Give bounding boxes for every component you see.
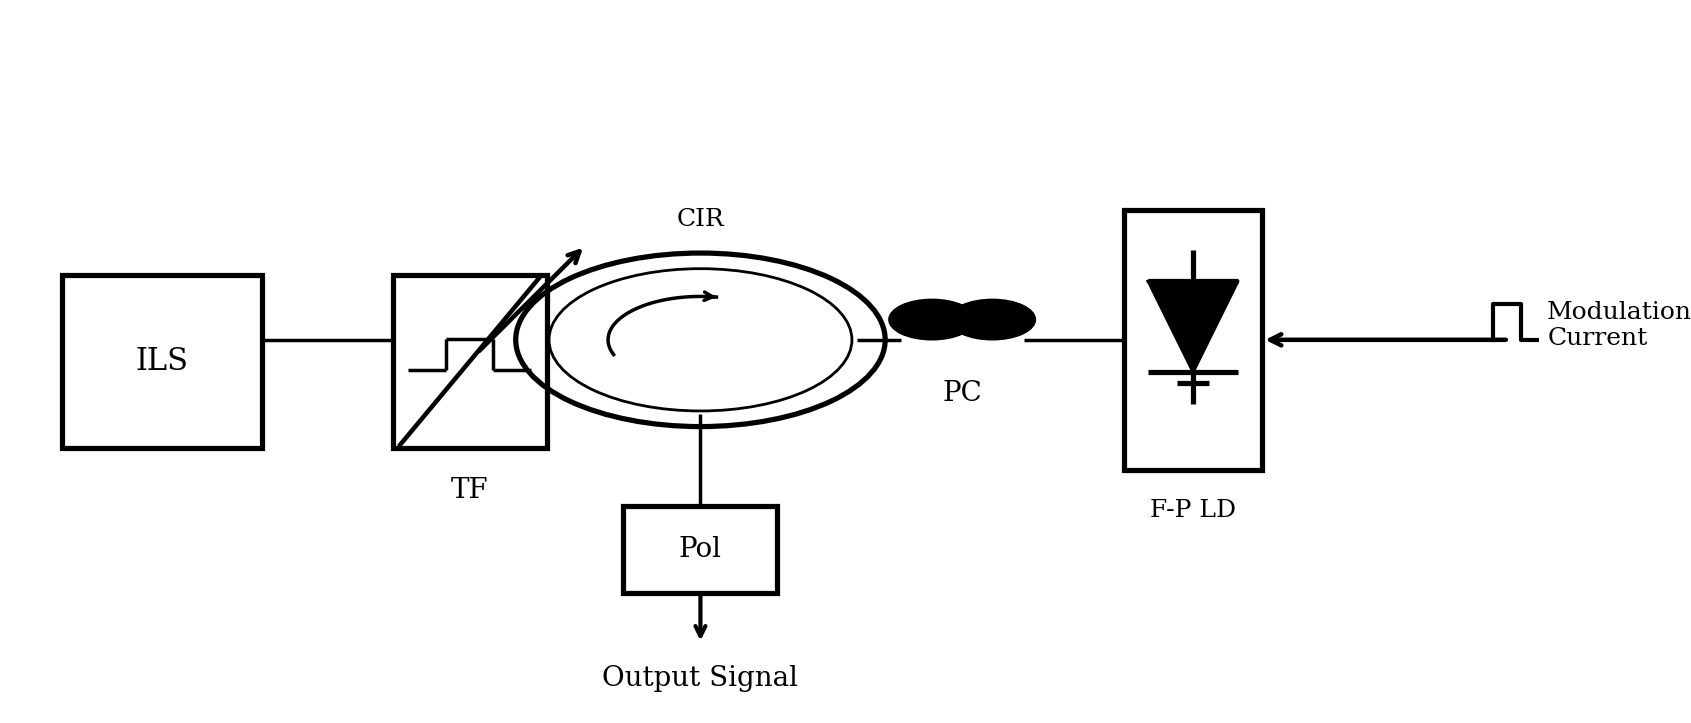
Text: Modulation
Current: Modulation Current [1547,301,1691,350]
Text: Pol: Pol [680,536,722,563]
Text: ILS: ILS [135,346,188,377]
Text: Output Signal: Output Signal [602,665,798,692]
Text: CIR: CIR [676,208,724,231]
Bar [61,275,262,448]
Text: TF: TF [451,477,489,504]
Circle shape [889,299,976,340]
Bar [1125,210,1263,470]
Bar [624,506,778,593]
Polygon shape [1148,281,1238,372]
Text: F-P LD: F-P LD [1150,499,1236,522]
Text: PC: PC [942,380,982,406]
Circle shape [949,299,1035,340]
Bar [392,275,546,448]
